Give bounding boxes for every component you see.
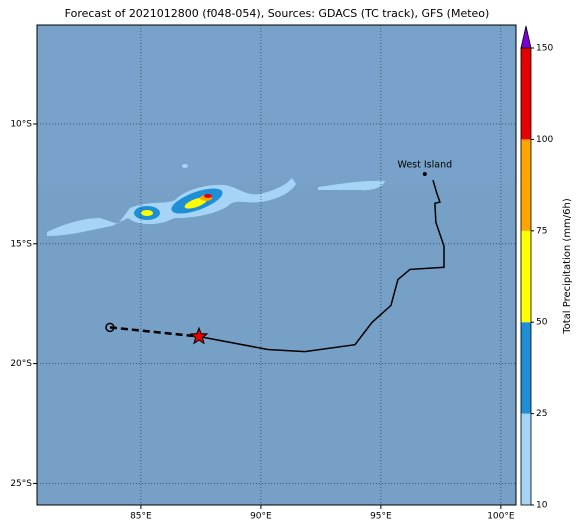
colorbar: 10 25 50 75 100 150 [520,25,553,511]
map-title: Forecast of 2021012800 (f048-054), Sourc… [65,7,490,20]
colorbar-tick-label: 100 [536,135,553,145]
colorbar-segment [521,230,531,323]
track: West Island [105,160,452,353]
x-tick-label: 95°E [370,512,392,522]
track-past [109,326,200,338]
colorbar-segment [521,322,531,414]
y-tick-label: 10°S [10,119,32,129]
track-forecast [198,179,445,353]
x-tick-label: 85°E [130,512,152,522]
colorbar-frame [520,47,532,506]
colorbar-segment [521,48,531,140]
precip-light [318,180,385,191]
y-tick-label: 15°S [10,239,32,249]
precip-extreme [204,194,212,198]
precipitation [47,164,385,236]
colorbar-tick-label: 50 [536,318,548,328]
current-position [189,326,209,345]
colorbar-tick-label: 10 [536,501,548,511]
colorbar-segment [521,139,531,231]
colorbar-segment [521,413,531,505]
x-tick-label: 100°E [487,512,515,522]
precip-light [47,178,296,236]
precip-light [182,164,188,168]
map-frame [36,24,517,506]
y-tick-label: 25°S [10,479,32,489]
colorbar-tick-label: 150 [536,44,553,54]
colorbar-extend [520,25,532,49]
x-tick-label: 90°E [250,512,272,522]
place-marker [422,172,427,177]
precip-high [141,210,153,216]
precip-high [184,197,208,209]
colorbar-label: Total Precipitation (mm/6h) [562,198,573,335]
colorbar-tick-label: 25 [536,409,547,419]
map-area: West Island [37,25,516,505]
y-tick-label: 20°S [10,359,32,369]
colorbar-tick-label: 75 [536,226,547,236]
start-marker [105,322,115,333]
place-label: West Island [397,160,452,171]
graticule [37,25,516,505]
ocean-shade [37,25,516,185]
